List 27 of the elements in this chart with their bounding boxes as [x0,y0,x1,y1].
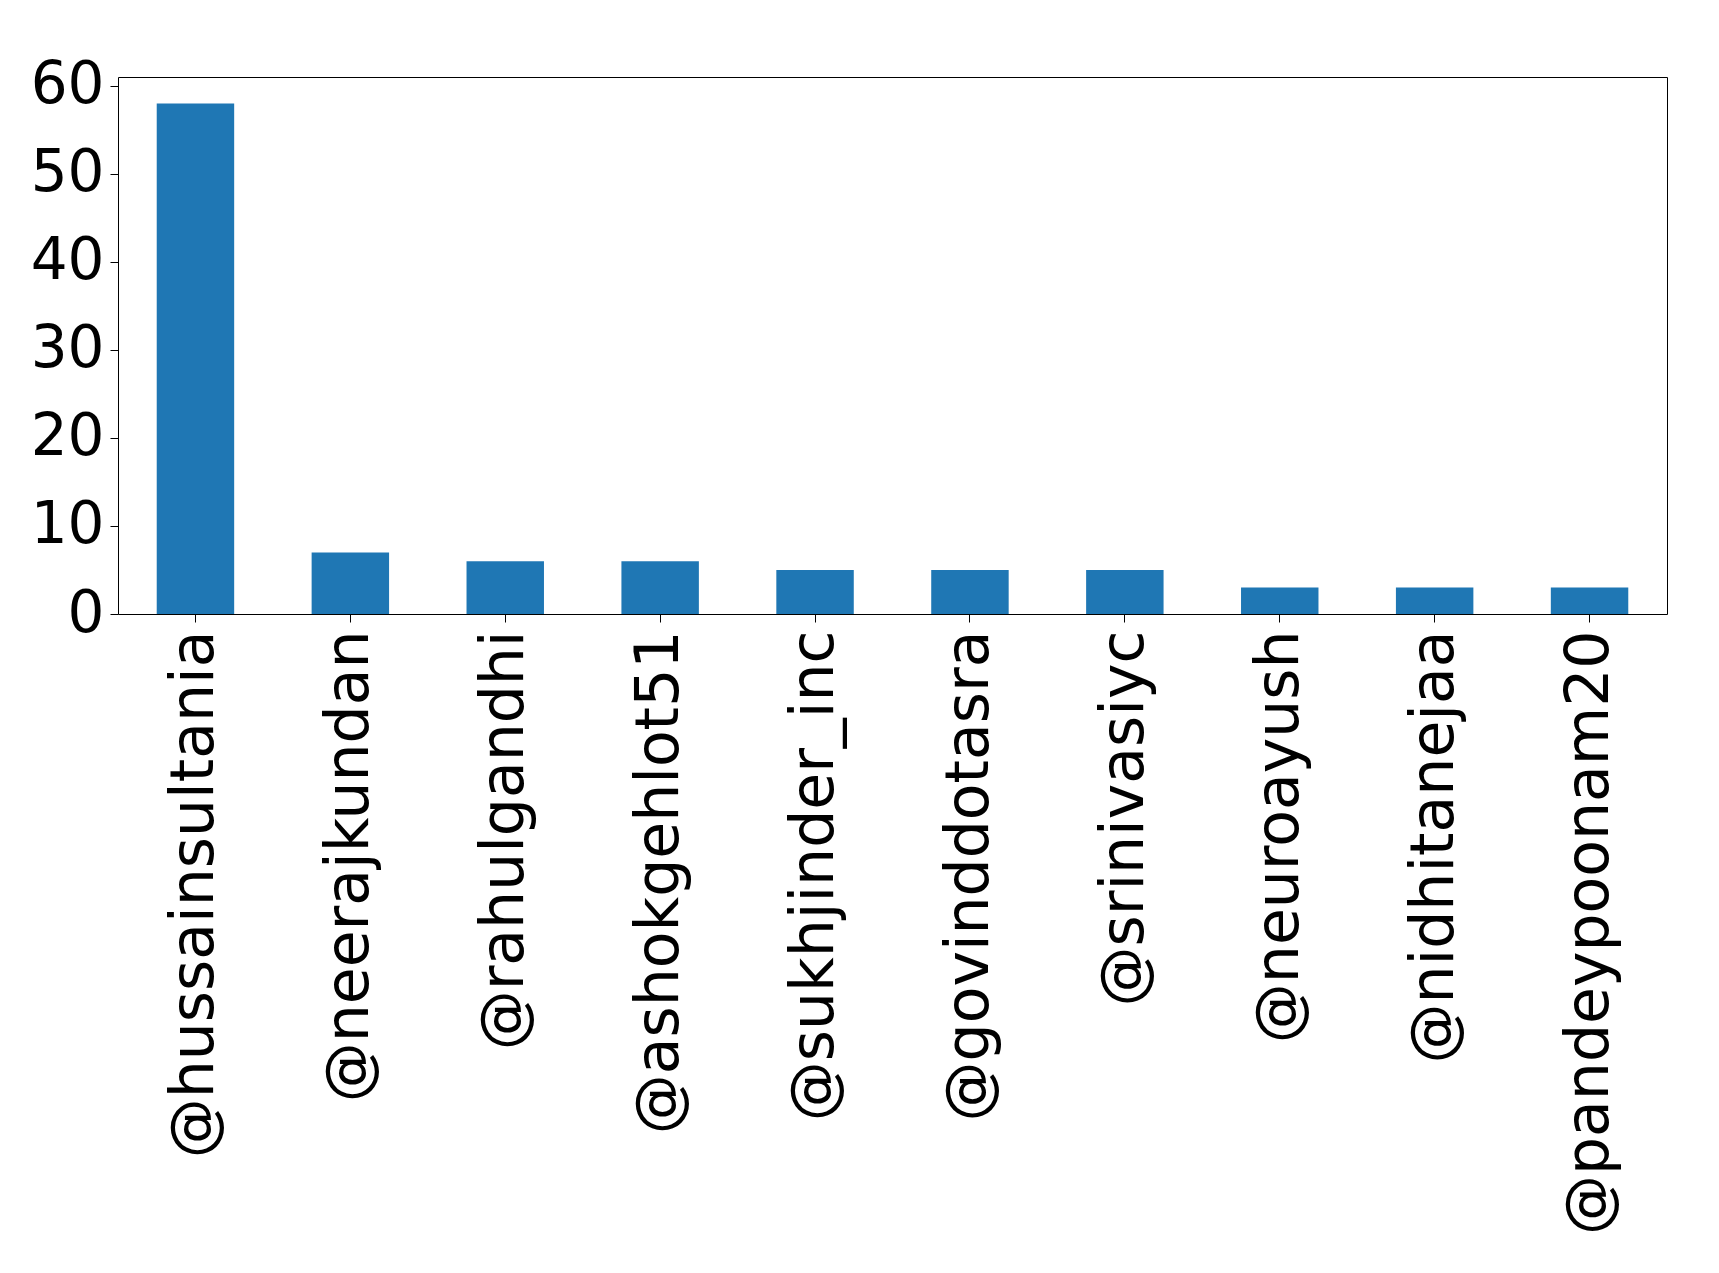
x-tick-label: @nidhitanejaa [1396,630,1467,1064]
x-tick-label: @neuroayush [1241,630,1312,1044]
bar [1550,587,1629,614]
y-tick-label: 30 [30,313,105,382]
x-tick-label: @neerajkundan [312,630,383,1103]
bar [156,103,235,614]
x-tick-label: @srinivasiyc [1086,630,1157,1007]
x-tick-label: @pandeypoonam20 [1551,630,1622,1235]
bar [1395,587,1474,614]
x-tick-label: @sukhjinder_inc [777,630,848,1122]
bar [311,552,390,614]
y-tick-label: 10 [30,489,105,558]
x-tick-label: @govinddotasra [931,630,1002,1122]
y-tick-label: 20 [30,401,105,470]
y-tick-label: 40 [30,225,105,294]
bar [621,561,699,614]
bar [466,561,544,614]
bar [1241,587,1319,614]
y-tick-label: 50 [30,137,105,206]
y-tick-label: 60 [30,49,105,118]
x-tick-label: @rahulgandhi [467,630,538,1051]
x-tick-label: @ashokgehlot51 [622,630,693,1135]
bar [931,569,1009,614]
y-tick-label: 0 [67,577,105,646]
bar [776,569,854,614]
bar [1086,569,1164,614]
x-tick-label: @hussainsultania [157,630,228,1159]
